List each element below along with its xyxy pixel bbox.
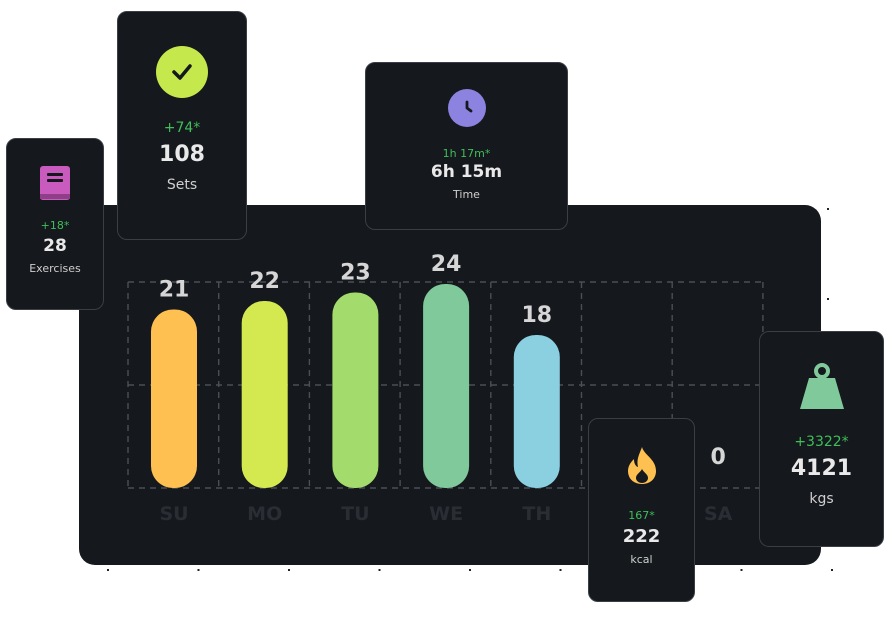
bar-we: [423, 284, 470, 488]
bar-su: [151, 309, 197, 488]
edge-dot: [378, 569, 381, 571]
calories-card: 167* 222 kcal: [588, 418, 695, 602]
data-label-we: 24: [431, 252, 462, 277]
edge-dot: [469, 569, 471, 571]
exercises-delta: +18*: [40, 219, 70, 232]
weight-card: +3322* 4121 kgs: [759, 331, 884, 547]
tick-label-tu: TU: [341, 503, 369, 525]
calories-value: 222: [622, 526, 661, 547]
tick-label-mo: MO: [247, 503, 282, 525]
data-label-tu: 23: [340, 261, 371, 286]
edge-dot: [288, 569, 290, 571]
weight-value: 4121: [790, 456, 853, 481]
time-card: 1h 17m* 6h 15m Time: [365, 62, 568, 230]
sets-value: 108: [159, 142, 205, 167]
bar-mo: [241, 301, 288, 488]
data-label-sa: 0: [711, 445, 726, 470]
exercises-value: 28: [43, 236, 67, 256]
edge-dot: [827, 208, 829, 210]
weight-label: kgs: [809, 491, 834, 507]
exercises-card: +18* 28 Exercises: [6, 138, 104, 310]
sets-card: +74* 108 Sets: [117, 11, 247, 240]
calories-delta: 167*: [628, 509, 655, 522]
sets-delta: +74*: [163, 120, 201, 136]
weight-delta: +3322*: [794, 434, 849, 450]
tick-label-su: SU: [159, 503, 188, 525]
clock-icon: [447, 89, 486, 127]
tick-label-th: TH: [522, 503, 551, 525]
exercises-label: Exercises: [29, 262, 81, 275]
time-label: Time: [453, 188, 480, 201]
weight-icon: [799, 363, 844, 409]
bar-tu: [332, 292, 379, 488]
data-label-su: 21: [159, 278, 190, 303]
check-icon: [156, 46, 208, 98]
book-icon: [40, 166, 70, 200]
data-label-mo: 22: [249, 269, 280, 294]
edge-dot: [197, 569, 200, 571]
edge-dot: [831, 569, 833, 571]
edge-dot: [107, 569, 109, 571]
flame-icon: [627, 447, 656, 484]
calories-label: kcal: [630, 553, 653, 566]
tick-label-sa: SA: [704, 503, 733, 525]
sets-label: Sets: [166, 177, 198, 193]
tick-label-we: WE: [429, 503, 463, 525]
time-value: 6h 15m: [430, 162, 503, 182]
edge-dot: [827, 298, 829, 300]
time-delta: 1h 17m*: [442, 147, 491, 160]
edge-dot: [559, 569, 562, 571]
data-label-th: 18: [521, 303, 552, 328]
edge-dot: [740, 569, 743, 571]
bar-th: [513, 335, 560, 488]
